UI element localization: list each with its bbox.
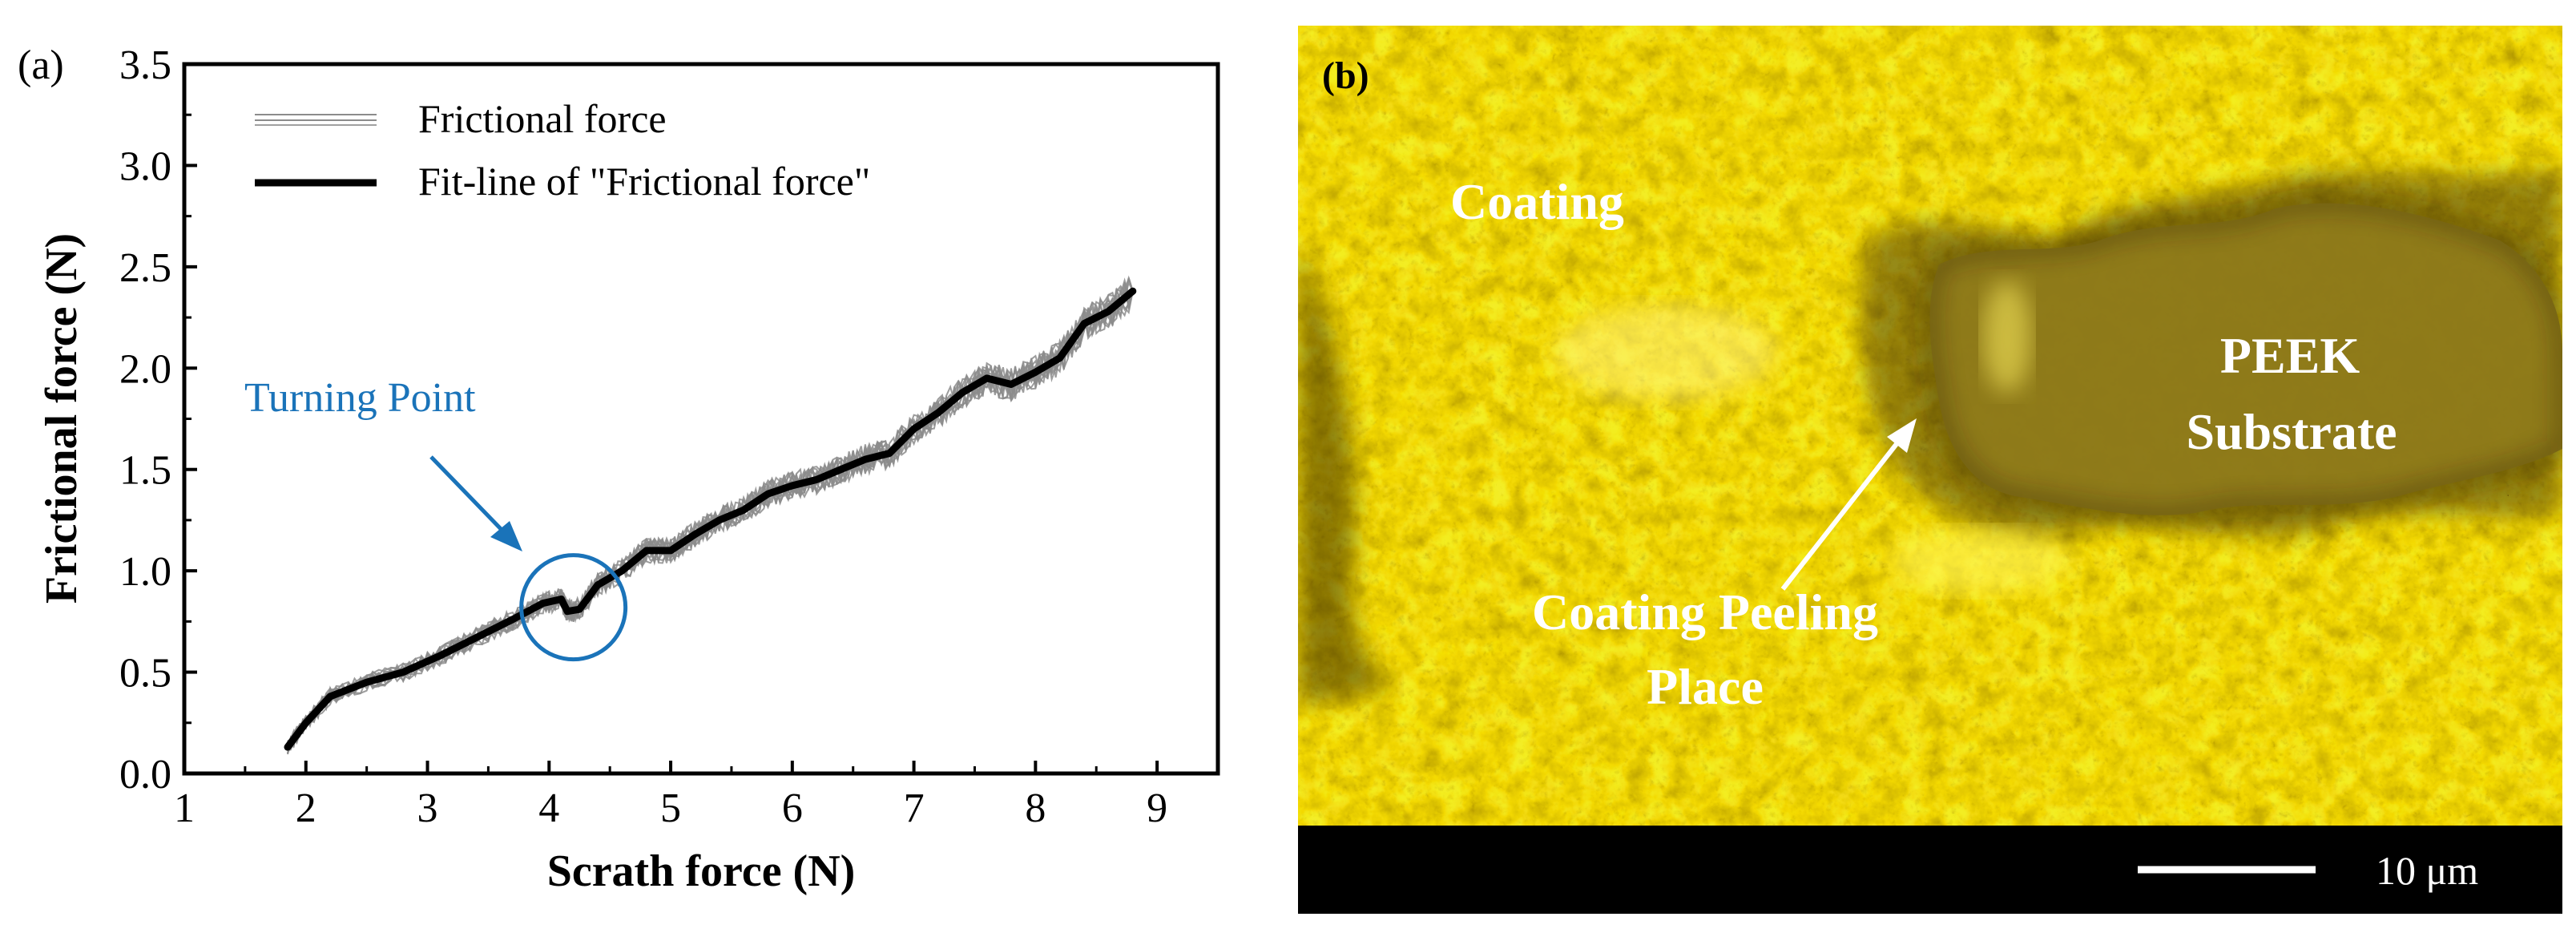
raw-series-line	[287, 288, 1134, 746]
legend: Frictional force Fit-line of "Frictional…	[255, 96, 870, 204]
scale-bar-strip	[1298, 826, 2562, 914]
x-tick-label: 9	[1147, 786, 1167, 831]
panel-a-label: (a)	[18, 42, 64, 88]
coating-label: Coating	[1450, 173, 1624, 230]
legend-item-fit: Fit-line of "Frictional force"	[255, 159, 870, 204]
raw-frictional-force-band	[287, 275, 1134, 755]
y-axis-title: Frictional force (N)	[37, 233, 87, 604]
x-axis-title: Scrath force (N)	[547, 846, 856, 896]
turning-point-label: Turning Point	[244, 375, 476, 421]
y-tick-label: 0.0	[119, 752, 171, 798]
fit-line-series	[284, 287, 1137, 751]
y-tick-label: 0.5	[119, 651, 171, 697]
micrograph-image	[1298, 26, 2562, 914]
peek-substrate-region	[1929, 203, 2562, 515]
raw-series-line	[287, 285, 1134, 748]
peeling-label-line1: Coating Peeling	[1532, 584, 1878, 640]
x-tick-label: 7	[904, 786, 925, 831]
turning-point-arrow	[429, 455, 506, 535]
raw-series-line	[287, 277, 1134, 748]
turning-point-circle	[519, 553, 628, 662]
x-tick-label: 1	[174, 786, 195, 831]
panel-b-micrograph: (b) Coating PEEK Substrate Coating Peeli…	[1298, 26, 2562, 914]
y-tick-label: 1.0	[119, 549, 171, 595]
y-tick-label: 1.5	[119, 448, 171, 494]
x-tick-label: 2	[296, 786, 316, 831]
y-tick-label: 3.0	[119, 143, 171, 189]
peek-label-line1: PEEK	[2220, 327, 2360, 384]
legend-label-raw: Frictional force	[418, 96, 667, 141]
peeling-arrowhead	[1887, 418, 1917, 453]
peeling-label-line2: Place	[1647, 658, 1764, 715]
y-tick-label: 2.0	[119, 346, 171, 392]
y-tick-label: 2.5	[119, 245, 171, 291]
x-tick-label: 4	[538, 786, 559, 831]
plot-frame	[182, 62, 1220, 776]
panel-b-label: (b)	[1322, 55, 1369, 97]
x-tick-label: 6	[782, 786, 803, 831]
scale-bar-label: 10 μm	[2376, 848, 2478, 893]
turning-point-annotation: Turning Point	[244, 375, 628, 662]
y-tick-labels: 0.0 0.5 1.0 1.5 2.0 2.5 3.0 3.5	[119, 42, 171, 798]
y-tick-label: 3.5	[119, 42, 171, 88]
peek-label-line2: Substrate	[2186, 403, 2397, 460]
x-tick-label: 8	[1025, 786, 1046, 831]
x-tick-label: 3	[417, 786, 438, 831]
legend-item-raw: Frictional force	[255, 96, 667, 141]
turning-point-arrowhead	[490, 521, 522, 551]
legend-label-fit: Fit-line of "Frictional force"	[418, 159, 870, 204]
raw-series-line	[287, 280, 1134, 753]
x-tick-label: 5	[660, 786, 681, 831]
panel-a-chart: (a) 1 2 3 4 5 6 7 8 9 0.0 0.5 1.0 1.5 2.0 2.5 3.0 3.5 F…	[18, 42, 1220, 896]
peeling-arrow	[1780, 439, 1901, 591]
x-tick-labels: 1 2 3 4 5 6 7 8 9	[174, 786, 1167, 831]
